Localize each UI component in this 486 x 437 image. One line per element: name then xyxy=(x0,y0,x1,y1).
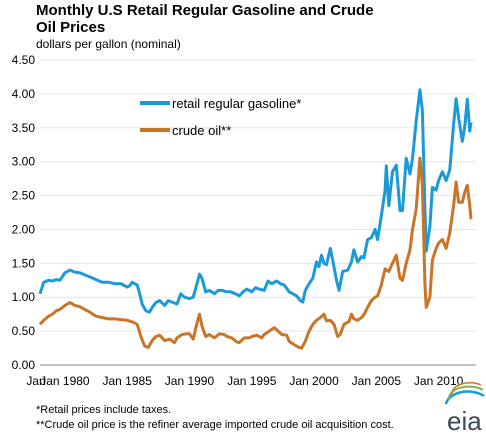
crude-oil-series-line xyxy=(38,156,473,350)
chart-title-line1: Monthly U.S Retail Regular Gasoline and … xyxy=(36,2,374,19)
series-lines xyxy=(38,88,473,350)
x-tick-label: Jan xyxy=(26,374,45,388)
legend-label-gasoline: retail regular gasoline* xyxy=(172,96,301,111)
x-tick-label: Jan 1985 xyxy=(103,374,153,388)
y-tick-label: 0.00 xyxy=(12,358,36,372)
chart-title-line2: Oil Prices xyxy=(36,19,105,36)
y-tick-label: 2.00 xyxy=(12,222,36,236)
logo-text: eia xyxy=(447,406,482,436)
legend-label-crude: crude oil** xyxy=(172,123,231,138)
y-axis-label: dollars per gallon (nominal) xyxy=(36,37,181,51)
y-tick-label: 0.50 xyxy=(12,324,36,338)
x-tick-label: Jan 1995 xyxy=(227,374,277,388)
eia-logo: eia xyxy=(444,382,485,436)
gridlines xyxy=(40,59,476,366)
y-tick-label: 3.00 xyxy=(12,155,36,169)
x-tick-label: Jan 2000 xyxy=(289,374,339,388)
x-tick-label: Jan 2005 xyxy=(352,374,402,388)
y-tick-label: 1.50 xyxy=(12,256,36,270)
gasoline-series-line xyxy=(38,88,473,314)
x-tick-label: Jan 1980 xyxy=(40,374,90,388)
footnote-crude: **Crude oil price is the refiner average… xyxy=(36,419,394,431)
y-tick-label: 1.00 xyxy=(12,290,36,304)
y-tick-label: 3.50 xyxy=(12,121,36,135)
y-tick-label: 4.50 xyxy=(12,53,36,67)
y-tick-label: 4.00 xyxy=(12,87,36,101)
footnote-retail: *Retail prices include taxes. xyxy=(36,404,171,416)
y-tick-labels: 0.00 0.50 1.00 1.50 2.00 2.50 3.00 3.50 4.00 4.50 xyxy=(12,53,36,372)
logo-arc-green xyxy=(448,385,484,400)
x-tick-label: Jan 2010 xyxy=(414,374,464,388)
logo-arc-orange xyxy=(451,382,482,395)
logo-arc-blue xyxy=(444,390,485,405)
y-tick-label: 2.50 xyxy=(12,189,36,203)
x-tick-label: Jan 1990 xyxy=(165,374,215,388)
legend: retail regular gasoline* crude oil** xyxy=(140,96,301,138)
